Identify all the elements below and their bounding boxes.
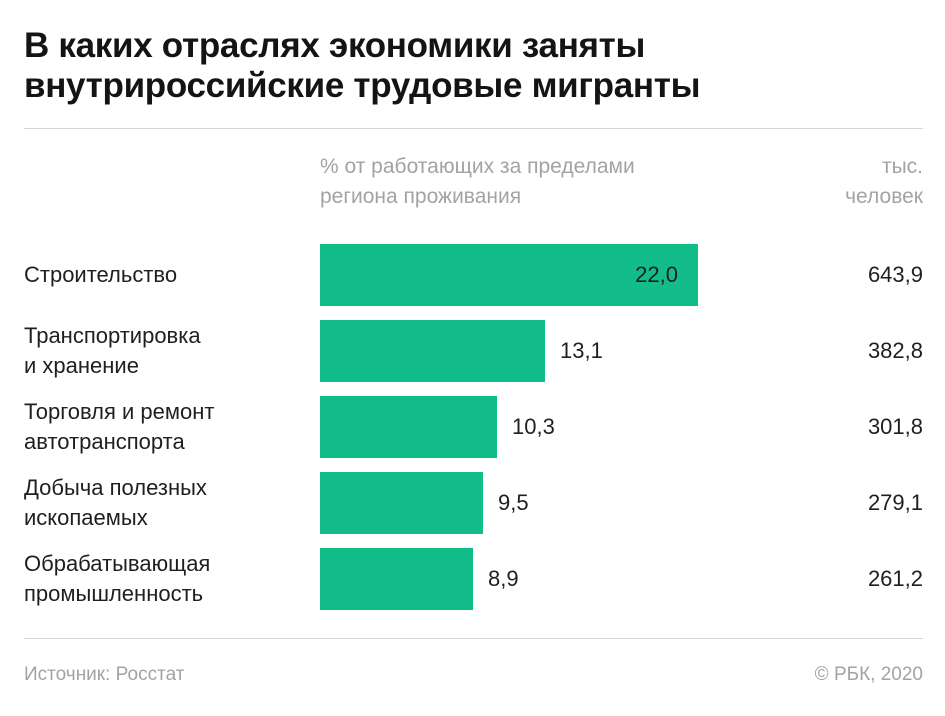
category-label: Торговля и ремонт автотранспорта [24,397,304,457]
bar [320,548,473,610]
absolute-value-label: 643,9 [867,262,923,287]
absolute-header-line-2: человек [845,185,923,208]
bar-value-label: 22,0 [635,262,678,287]
chart-title-line-2: внутрироссийские трудовые мигранты [24,66,701,105]
category-label-line: Обрабатывающая [24,551,211,576]
bar-row: Добыча полезных ископаемых 9,5 279,1 [0,472,945,534]
category-label-line: Добыча полезных [24,475,207,500]
bar [320,472,483,534]
percent-header-line-2: региона проживания [320,185,522,208]
absolute-value-label: 261,2 [867,566,923,591]
category-label-line: и хранение [24,353,139,378]
source-note: Источник: Росстат [24,664,185,685]
bar-value-label: 9,5 [498,490,529,515]
bar-value-label: 8,9 [488,566,519,591]
bar-row: Торговля и ремонт автотранспорта 10,3 301,8 [0,396,945,458]
chart-title-line-1: В каких отраслях экономики заняты [24,26,646,65]
category-label: Строительство [24,260,304,290]
absolute-value-label: 279,1 [867,490,923,515]
bar-row: Обрабатывающая промышленность 8,9 261,2 [0,548,945,610]
percent-header-line-1: % от работающих за пределами [320,155,635,178]
category-label: Обрабатывающая промышленность [24,549,304,609]
category-label-line: Транспортировка [24,323,201,348]
category-label: Транспортировка и хранение [24,321,304,381]
category-label-line: Торговля и ремонт [24,399,215,424]
bar-value-label: 10,3 [512,414,555,439]
category-label-line: автотранспорта [24,429,185,454]
bar-row: Транспортировка и хранение 13,1 382,8 [0,320,945,382]
absolute-header-line-1: тыс. [881,155,923,178]
bar [320,320,545,382]
category-label-line: промышленность [24,581,204,606]
bar [320,244,698,306]
category-label: Добыча полезных ископаемых [24,473,304,533]
absolute-value-label: 382,8 [867,338,923,363]
category-label-line: ископаемых [24,505,148,530]
absolute-value-label: 301,8 [867,414,923,439]
top-divider [24,128,923,129]
bottom-divider [24,638,923,639]
percent-column-header: % от работающих за пределами региона про… [320,152,740,212]
absolute-column-header: тыс. человек [723,152,923,212]
bar [320,396,497,458]
chart-title: В каких отраслях экономики заняты внутри… [24,26,904,106]
bar-row: Строительство 22,0 643,9 [0,244,945,306]
bar-value-label: 13,1 [560,338,603,363]
copyright-note: © РБК, 2020 [814,664,923,685]
category-label-line: Строительство [24,262,178,287]
